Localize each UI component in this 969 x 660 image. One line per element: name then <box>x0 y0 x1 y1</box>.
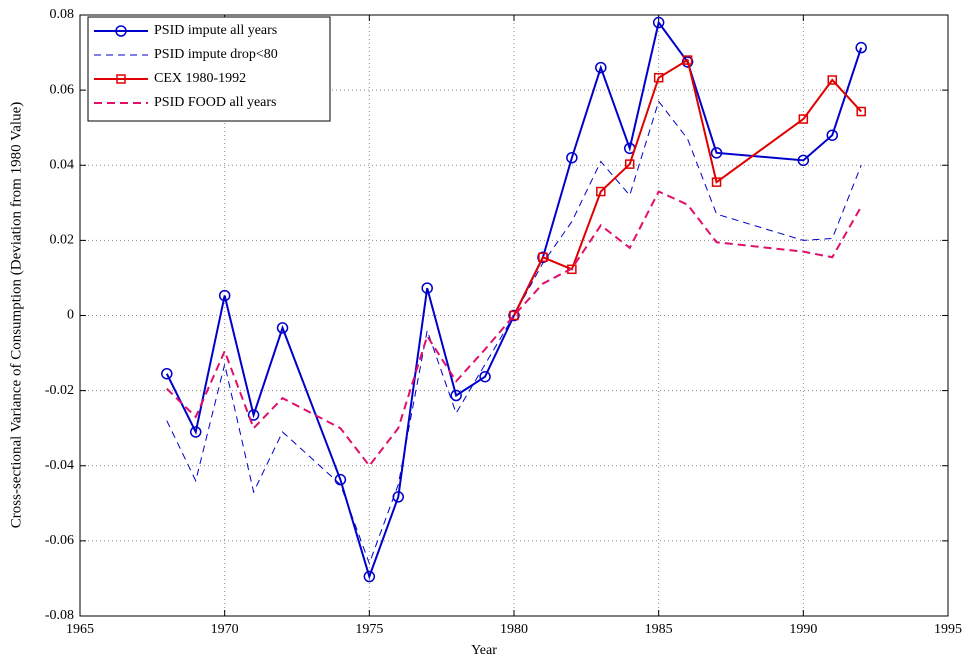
legend-marker <box>115 25 127 37</box>
legend-label: PSID impute all years <box>154 23 277 38</box>
point <box>596 186 606 197</box>
legend-box <box>87 16 331 122</box>
point <box>218 289 231 302</box>
y-tick-label: -0.06 <box>45 533 74 548</box>
series-line <box>513 58 862 316</box>
point <box>276 322 289 334</box>
x-tick-label: 1985 <box>645 622 673 637</box>
point <box>826 129 839 141</box>
point <box>566 151 578 164</box>
x-tick-label: 1970 <box>211 622 239 637</box>
point <box>681 56 694 68</box>
point <box>624 159 635 169</box>
legend-marker <box>116 74 126 84</box>
point <box>538 252 548 263</box>
point <box>856 106 866 117</box>
x-tick-label: 1965 <box>66 622 94 637</box>
point <box>710 147 723 159</box>
point <box>798 114 809 124</box>
x-tick-label: 1995 <box>934 622 962 637</box>
y-tick-label: -0.08 <box>45 608 74 623</box>
y-tick-label: 0.02 <box>50 233 75 248</box>
point <box>363 570 376 583</box>
legend-label: PSID FOOD all years <box>154 95 277 110</box>
series-line <box>166 190 863 468</box>
y-tick-label: -0.04 <box>45 458 74 473</box>
point <box>827 75 838 85</box>
point <box>421 282 433 294</box>
plot-frame <box>79 14 949 617</box>
x-tick-label: 1980 <box>500 622 528 637</box>
y-tick-label: 0.08 <box>50 7 75 22</box>
series-line <box>166 100 862 565</box>
point <box>509 310 519 321</box>
y-tick-label: 0 <box>67 308 74 323</box>
point <box>797 154 810 167</box>
point <box>595 61 607 74</box>
y-axis-label: Cross-sectional Variance of Consumption … <box>8 102 24 528</box>
y-tick-label: 0.06 <box>50 82 75 97</box>
point <box>479 370 491 383</box>
point <box>652 16 665 29</box>
point <box>711 177 722 187</box>
point <box>508 309 520 322</box>
y-tick-label: -0.02 <box>45 383 74 398</box>
point <box>567 264 577 275</box>
point <box>161 367 173 380</box>
point <box>450 389 462 402</box>
point <box>855 41 867 54</box>
legend-label: PSID impute drop<80 <box>154 47 278 62</box>
legend-label: CEX 1980-1992 <box>154 71 246 86</box>
x-tick-label: 1990 <box>789 622 817 637</box>
x-tick-label: 1975 <box>355 622 383 637</box>
x-axis-label: Year <box>471 643 497 658</box>
point <box>682 55 693 65</box>
y-tick-label: 0.04 <box>50 157 75 172</box>
point <box>189 426 202 438</box>
point <box>653 72 664 83</box>
point <box>247 409 260 421</box>
series-line <box>165 20 863 580</box>
